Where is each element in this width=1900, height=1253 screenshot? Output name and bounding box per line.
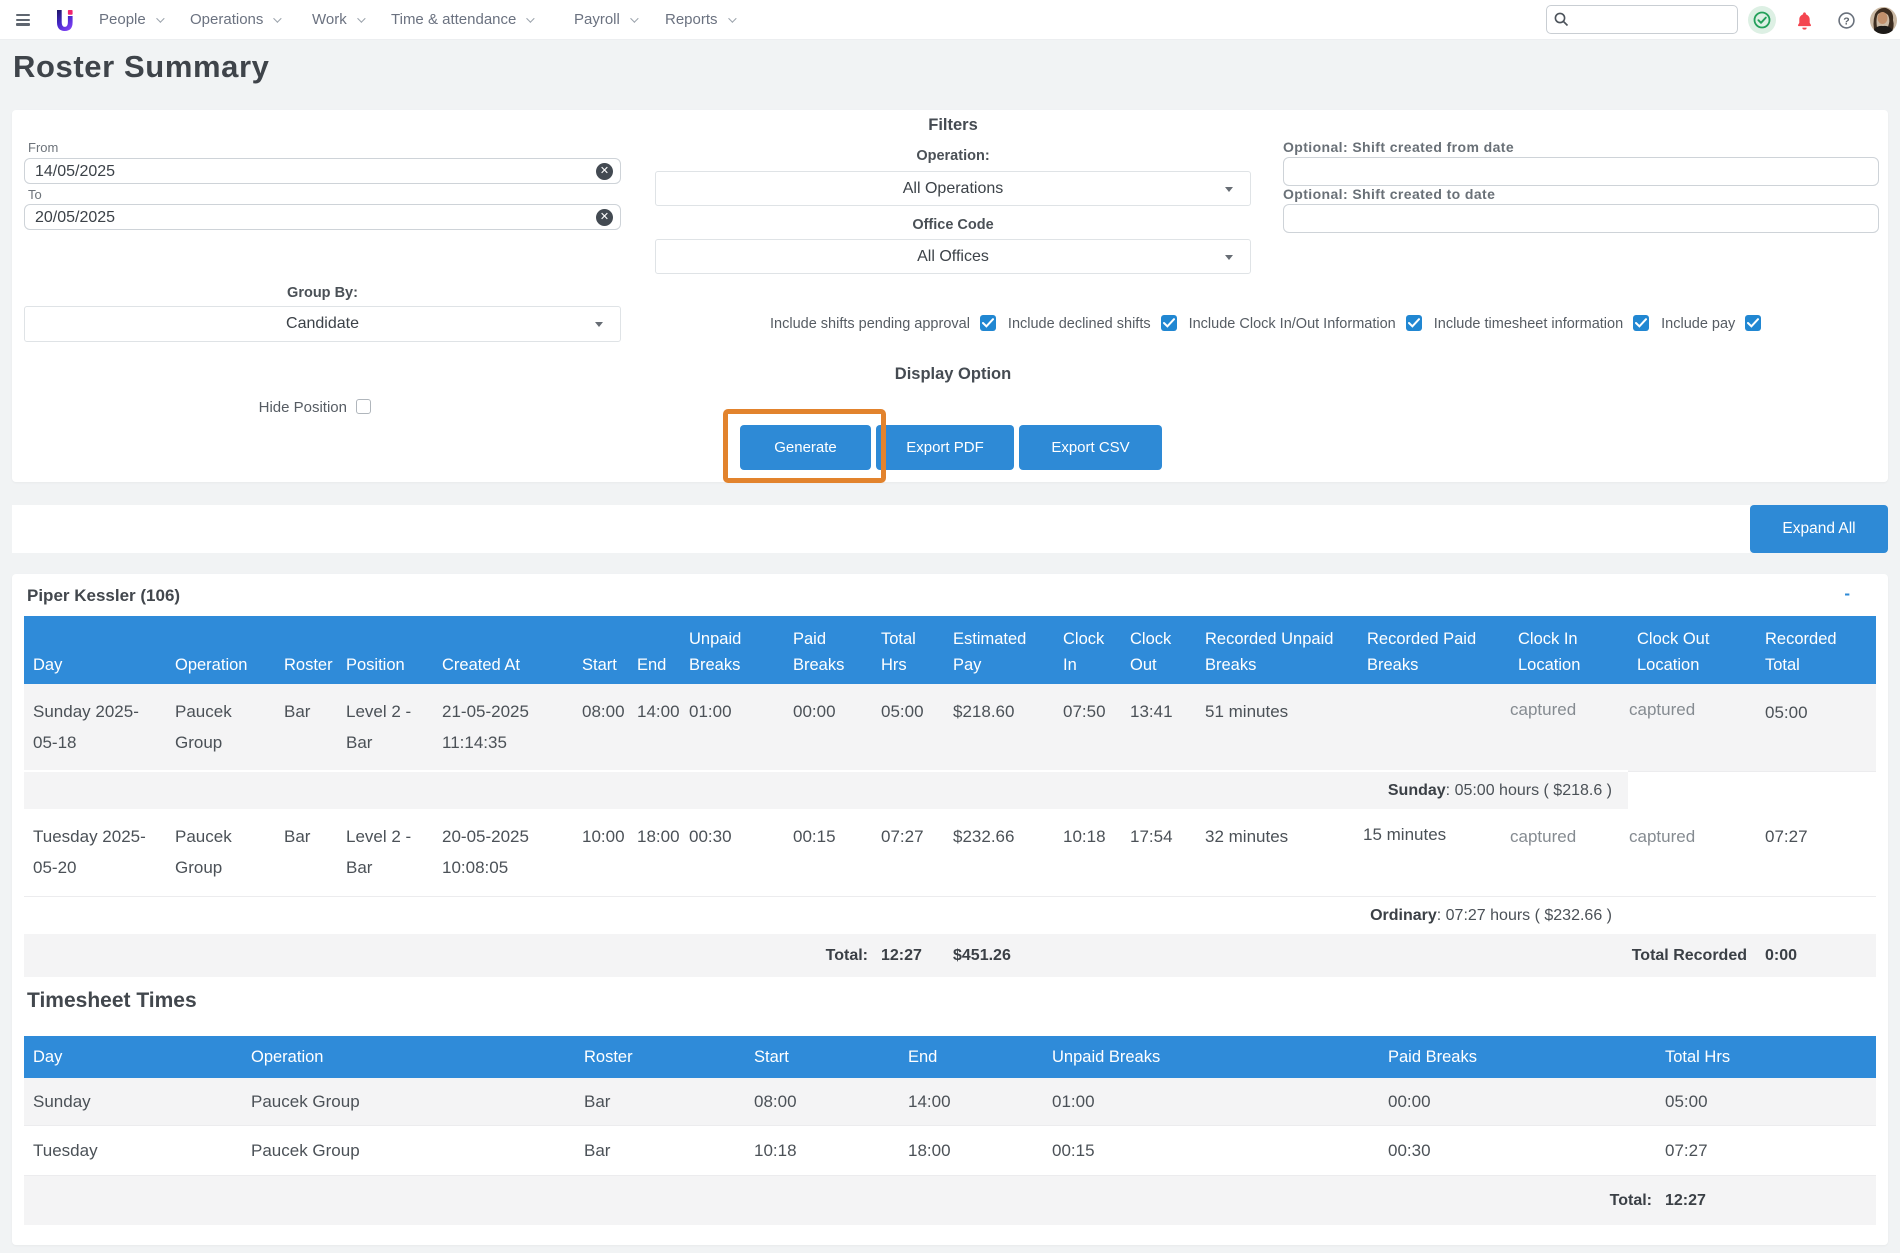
svg-text:?: ? xyxy=(1843,15,1849,27)
